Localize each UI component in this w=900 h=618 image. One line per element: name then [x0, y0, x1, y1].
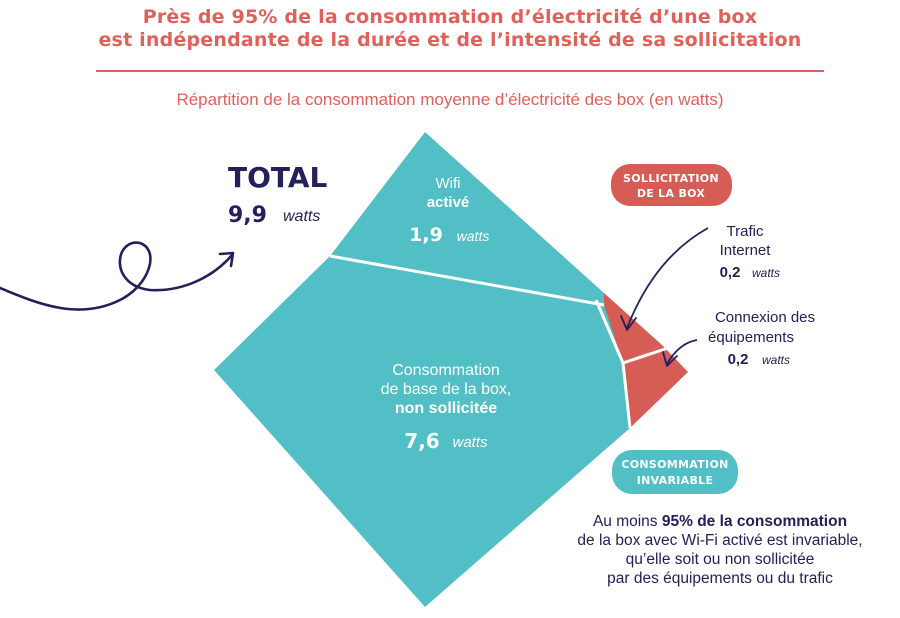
- invariable-note: Au moins 95% de la consommation de la bo…: [540, 512, 900, 588]
- connection-arrowhead-icon: [662, 351, 678, 367]
- sollicitation-badge-line-1: SOLLICITATION: [623, 172, 719, 185]
- chart-subtitle: Répartition de la consommation moyenne d…: [176, 90, 724, 109]
- base-unit: watts: [452, 434, 488, 451]
- traffic-value: 0,2: [720, 264, 741, 281]
- traffic-unit: watts: [752, 266, 780, 280]
- traffic-label-line-1: Trafic: [727, 223, 764, 240]
- base-label-line-2: de base de la box,: [381, 381, 512, 398]
- connection-label-line-2: équipements: [708, 329, 794, 346]
- divider-red-segments: [622, 346, 669, 365]
- divider-wifi-base: [329, 254, 605, 307]
- note-line-2: de la box avec Wi-Fi activé est invariab…: [577, 532, 863, 549]
- connection-label-line-1: Connexion des: [715, 309, 815, 326]
- total-value: 9,9: [228, 203, 267, 228]
- headline-line-2: est indépendante de la durée et de l’int…: [98, 29, 802, 51]
- connection-value: 0,2: [728, 351, 749, 368]
- segment-wifi: [330, 132, 604, 305]
- swirl-arrowhead-icon: [218, 251, 235, 268]
- invariable-badge-line-1: CONSOMMATION: [621, 458, 728, 471]
- headline-line-1: Près de 95% de la consommation d’électri…: [142, 6, 758, 28]
- note-line-1: Au moins 95% de la consommation: [540, 512, 900, 531]
- note-line-1-bold: 95% de la consommation: [661, 513, 848, 530]
- total-unit: watts: [283, 208, 320, 225]
- sollicitation-badge: [611, 164, 732, 206]
- invariable-badge: [612, 450, 738, 494]
- wifi-unit: watts: [457, 228, 490, 244]
- headline-rule: [96, 70, 824, 72]
- headline: Près de 95% de la consommation d’électri…: [0, 6, 900, 52]
- traffic-arrow-icon: [626, 227, 709, 329]
- traffic-arrowhead-icon: [620, 315, 637, 331]
- total-label: TOTAL: [228, 161, 327, 194]
- segment-base-consumption: [214, 256, 630, 607]
- swirl-arrow-icon: [0, 241, 234, 311]
- wifi-value: 1,9: [409, 224, 443, 246]
- segment-traffic: [604, 293, 662, 363]
- connection-unit: watts: [762, 353, 790, 367]
- base-value: 7,6: [404, 429, 439, 453]
- note-line-3: qu’elle soit ou non sollicitée: [625, 551, 815, 568]
- wifi-label-line-1: Wifi: [436, 175, 461, 192]
- segment-connection: [623, 345, 688, 428]
- connection-arrow-icon: [666, 339, 698, 365]
- note-line-1-pre: Au moins: [592, 513, 662, 530]
- base-label-line-3: non sollicitée: [395, 400, 497, 417]
- note-line-4: par des équipements ou du trafic: [607, 570, 833, 587]
- sollicitation-badge-line-2: DE LA BOX: [637, 187, 706, 200]
- invariable-badge-line-2: INVARIABLE: [637, 474, 714, 487]
- traffic-label-line-2: Internet: [720, 242, 772, 259]
- wifi-label-line-2: activé: [427, 194, 470, 211]
- base-label-line-1: Consommation: [392, 362, 500, 379]
